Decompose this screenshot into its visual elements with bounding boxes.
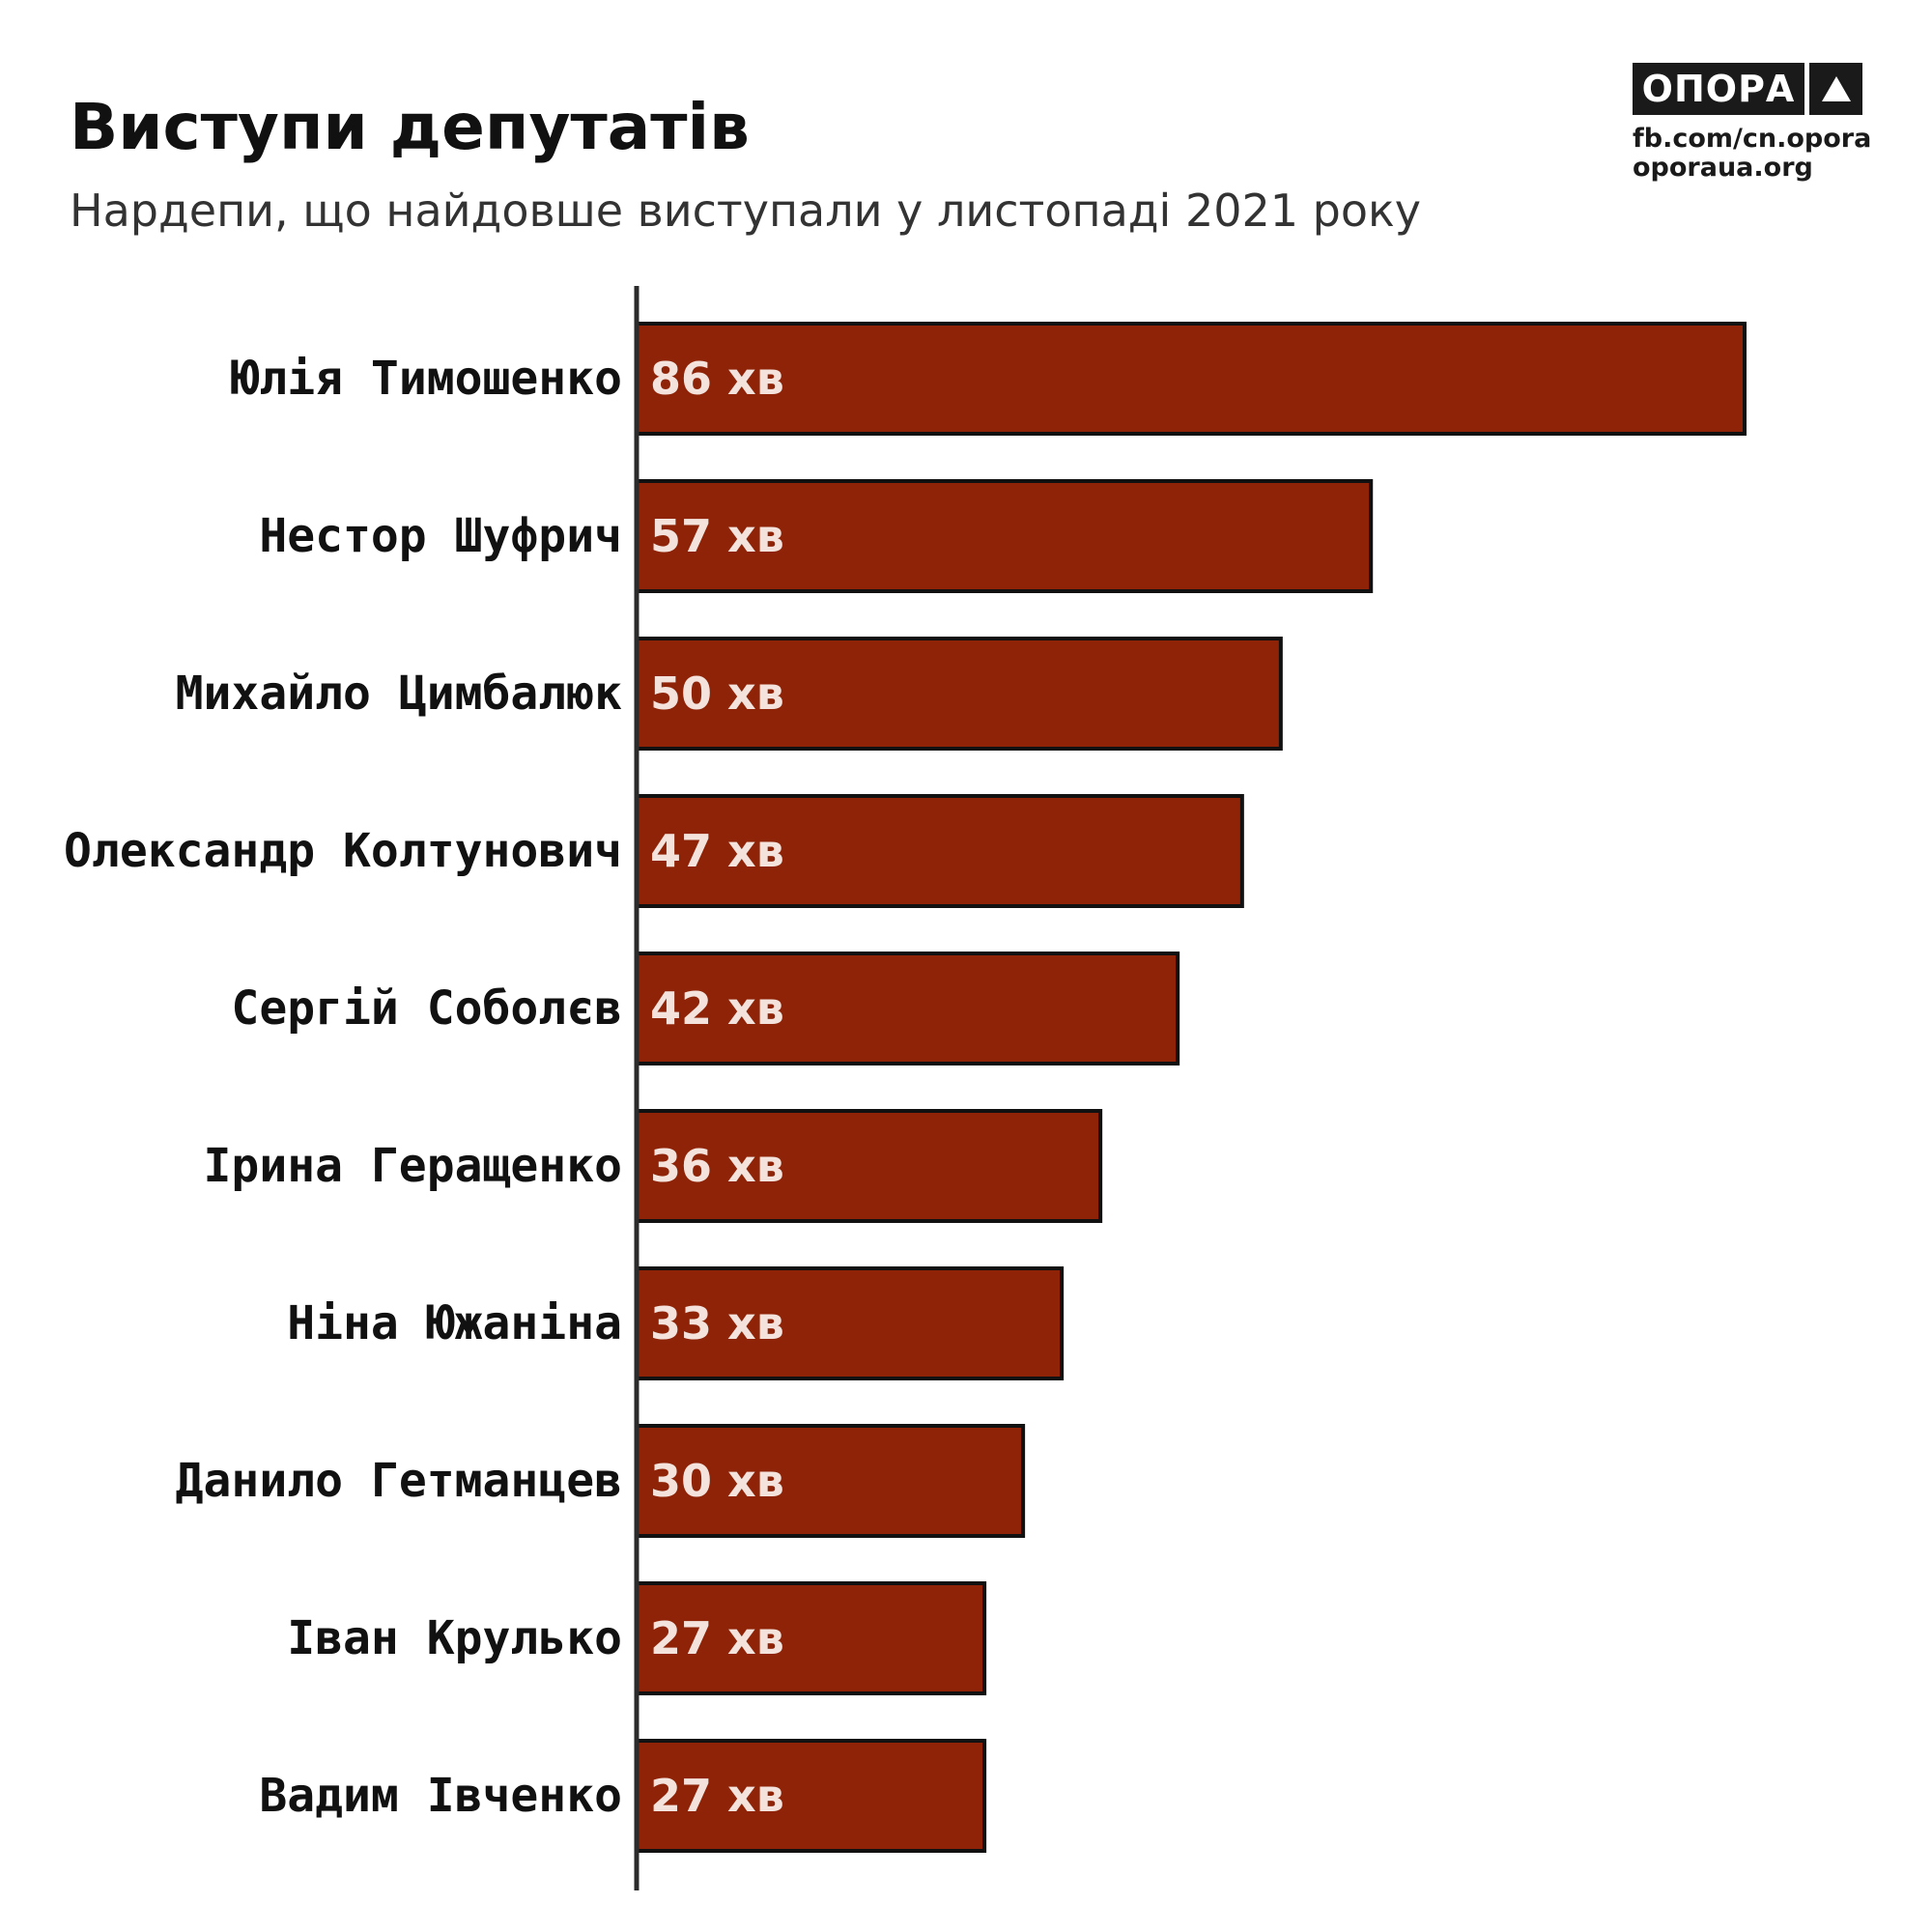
bars-layer: 86 хв Юлія Тимошенко 57 хв Нестор Шуфрич 50 … — [64, 322, 1747, 1853]
bar-value-label: 30 хв — [650, 1455, 784, 1507]
bar-7 — [635, 1266, 1065, 1380]
category-label: Вадим Івченко — [259, 1769, 622, 1823]
bar-4 — [635, 794, 1244, 908]
bar-value-label: 50 хв — [650, 668, 784, 720]
brand-link-facebook[interactable]: fb.com/cn.opora — [1633, 124, 1872, 154]
bar-5 — [635, 952, 1180, 1065]
bar-value-label: 42 хв — [650, 982, 784, 1035]
category-label: Нестор Шуфрич — [259, 509, 622, 563]
bar-value-label: 27 хв — [650, 1770, 784, 1822]
brand-link-website[interactable]: oporaua.org — [1633, 153, 1813, 183]
brand-divider — [1804, 63, 1809, 115]
category-label: Сергій Соболєв — [231, 981, 622, 1036]
bar-6 — [635, 1109, 1103, 1223]
bar-3 — [635, 637, 1283, 751]
bar-value-label: 47 хв — [650, 825, 784, 877]
brand-name: ОПОРА — [1641, 68, 1796, 110]
bar-value-label: 86 хв — [650, 353, 784, 405]
bar-value-label: 27 хв — [650, 1612, 784, 1664]
bar-2 — [635, 479, 1374, 593]
bar-9 — [635, 1581, 987, 1695]
bar-value-label: 57 хв — [650, 510, 784, 562]
category-label: Ніна Южаніна — [287, 1296, 622, 1350]
bar-10 — [635, 1739, 987, 1853]
category-label: Михайло Цимбалюк — [176, 667, 622, 721]
page-title: Виступи депутатів — [70, 90, 750, 164]
category-label: Олександр Колтунович — [64, 824, 622, 878]
bar-value-label: 33 хв — [650, 1297, 784, 1350]
bar-1 — [635, 322, 1747, 436]
bar-8 — [635, 1424, 1026, 1538]
brand-logo: ОПОРА — [1633, 63, 1862, 115]
category-label: Данило Гетманцев — [176, 1454, 622, 1508]
page-subtitle: Нардепи, що найдовше виступали у листопа… — [70, 185, 1422, 237]
category-label: Іван Крулько — [287, 1611, 622, 1665]
brand-triangle-box — [1809, 74, 1862, 103]
category-label: Юлія Тимошенко — [231, 352, 622, 406]
category-label: Ірина Геращенко — [204, 1139, 622, 1193]
triangle-up-icon — [1821, 76, 1851, 101]
bar-value-label: 36 хв — [650, 1140, 784, 1192]
